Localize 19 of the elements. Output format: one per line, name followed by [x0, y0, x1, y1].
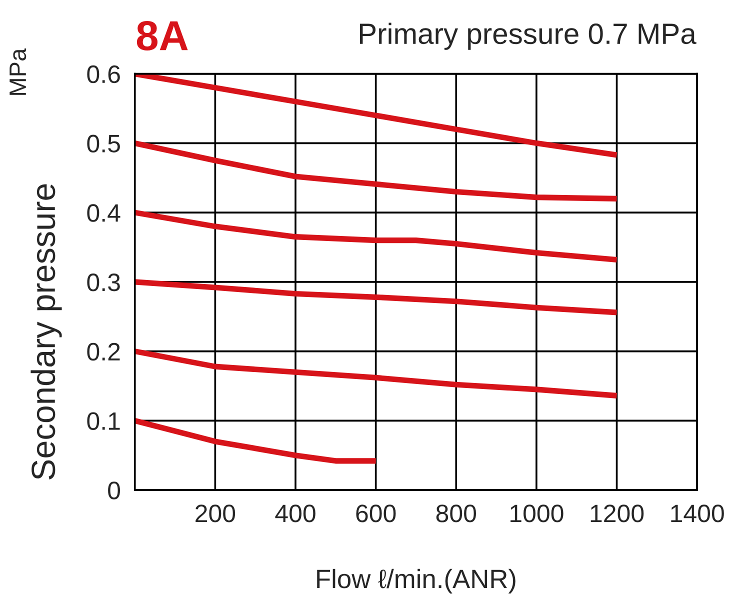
y-tick-label: 0.1 — [87, 412, 120, 430]
y-tick-label: 0.2 — [87, 342, 120, 361]
x-tick-label: 600 — [356, 504, 396, 522]
y-tick-label: 0.3 — [87, 274, 120, 292]
y-axis-title: Secondary pressure — [30, 184, 62, 480]
x-tick-label: 800 — [436, 504, 476, 522]
chart-title: 8A — [136, 21, 188, 51]
y-tick-label: 0.5 — [87, 134, 120, 152]
chart-subtitle: Primary pressure 0.7 MPa — [360, 22, 696, 50]
y-tick-label: 0 — [108, 482, 120, 500]
x-tick-label: 1000 — [510, 504, 564, 522]
x-tick-label: 1400 — [671, 504, 724, 522]
x-axis-title: Flow ℓ/min.(ANR) — [317, 568, 516, 594]
x-tick-label: 200 — [196, 504, 236, 522]
x-tick-label: 400 — [275, 504, 316, 522]
x-tick-label: 1200 — [590, 504, 644, 522]
y-tick-label: 0.4 — [87, 204, 120, 222]
text: MPa — [10, 48, 26, 95]
y-tick-label: 0.6 — [87, 65, 120, 84]
